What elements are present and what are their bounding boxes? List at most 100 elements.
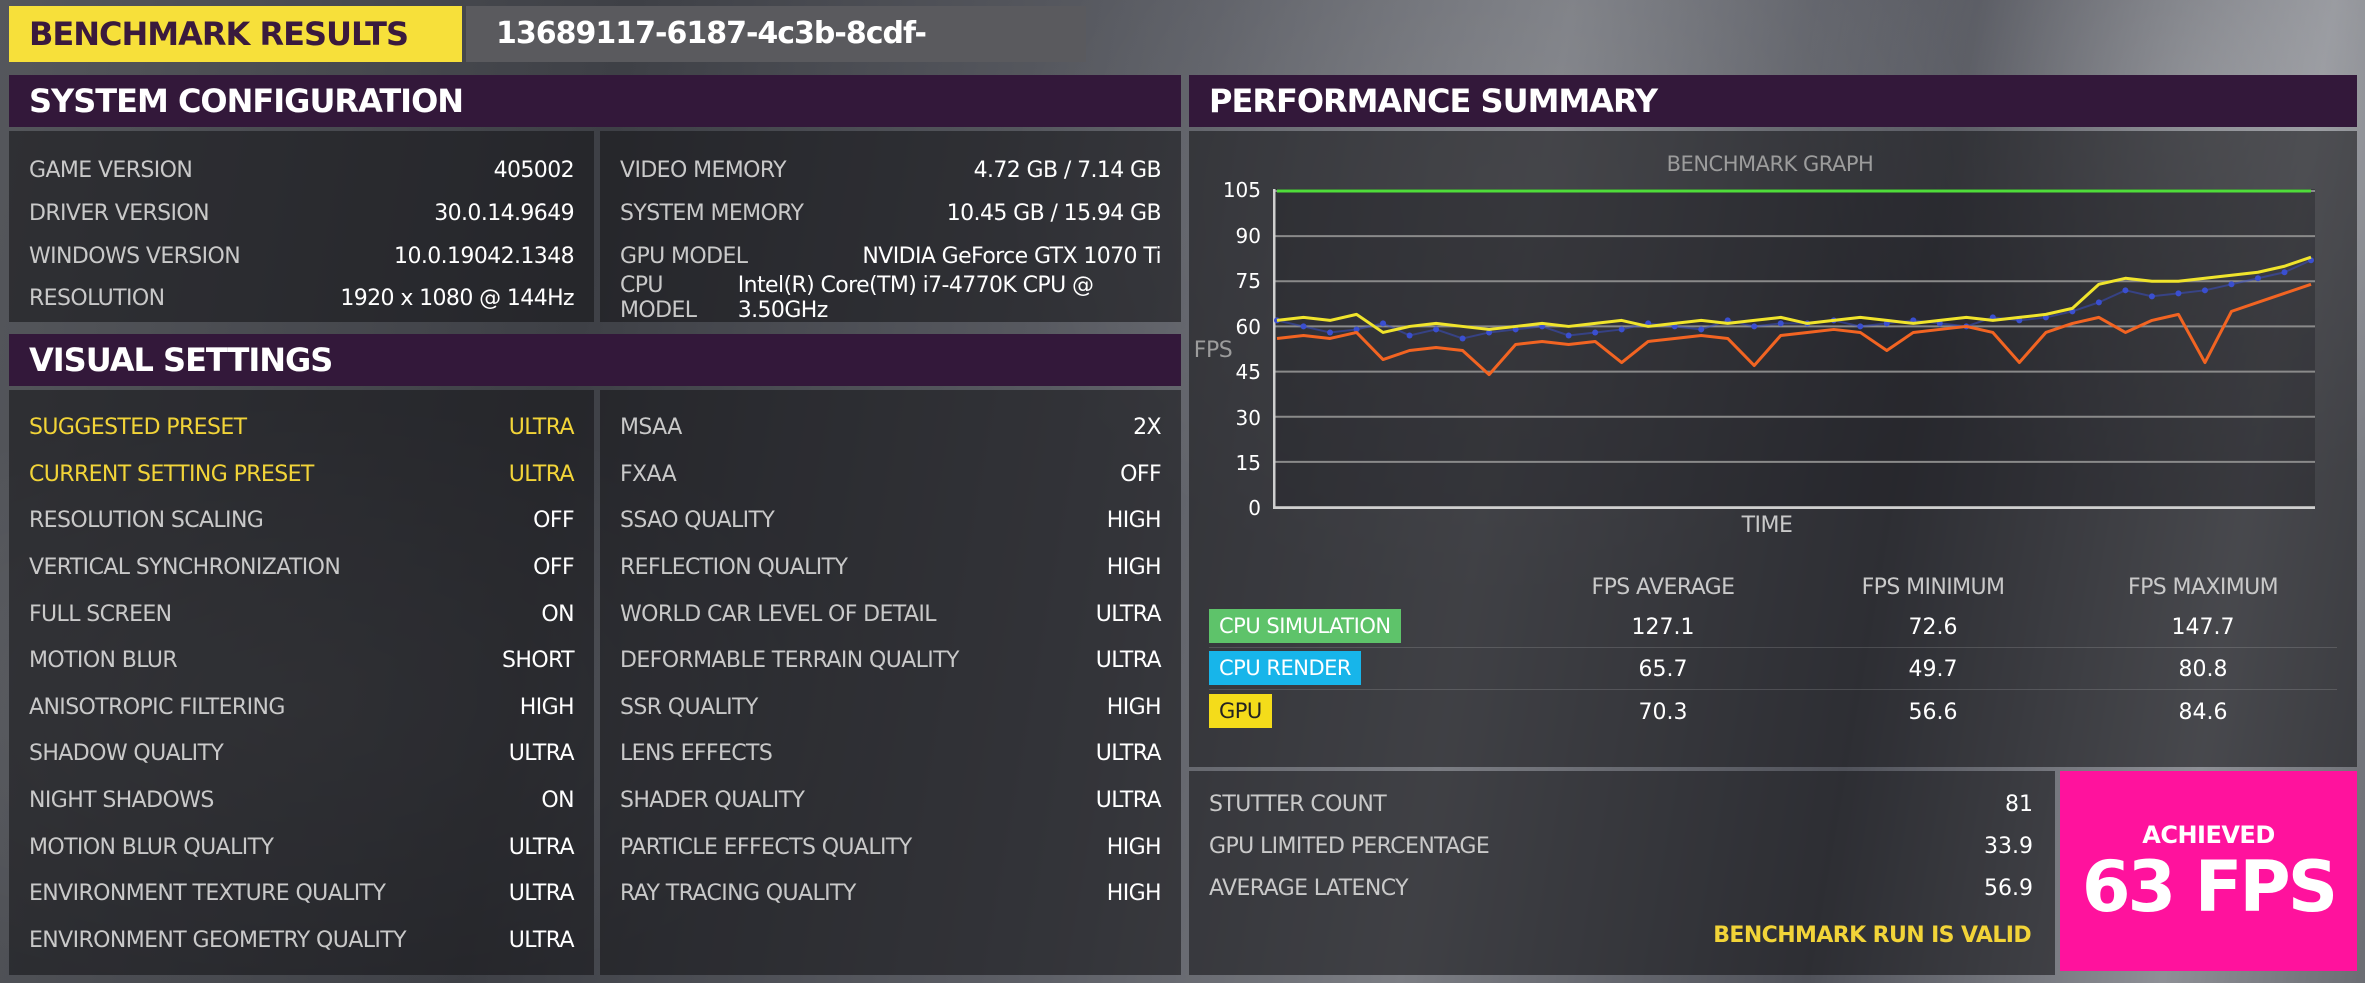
gpu-min: 56.6 — [1908, 700, 1958, 725]
cpu-render-series-line — [1276, 259, 2312, 340]
setting-row: SSAO QUALITY HIGH — [600, 500, 1181, 540]
setting-label: RAY TRACING QUALITY — [620, 880, 856, 906]
setting-value: ON — [541, 787, 574, 813]
visual-right-panel: MSAA 2X FXAA OFF SSAO QUALITY HIGH REFLECTI… — [600, 390, 1181, 975]
setting-label: PARTICLE EFFECTS QUALITY — [620, 834, 912, 860]
setting-row: FULL SCREEN ON — [9, 594, 594, 634]
setting-row: DEFORMABLE TERRAIN QUALITY ULTRA — [600, 640, 1181, 680]
visual-left-panel: SUGGESTED PRESET ULTRA CURRENT SETTING PR… — [9, 390, 594, 975]
chart-title: BENCHMARK GRAPH — [1666, 152, 1874, 176]
setting-row: MOTION BLUR QUALITY ULTRA — [9, 827, 594, 867]
gpu-limited-value: 33.9 — [1984, 834, 2033, 859]
setting-label: FXAA — [620, 461, 677, 487]
setting-label: MOTION BLUR — [29, 647, 178, 673]
average-latency-label: AVERAGE LATENCY — [1209, 876, 1409, 901]
achieved-value: 63 FPS — [2081, 846, 2338, 928]
config-label: GAME VERSION — [29, 157, 193, 183]
setting-row: RESOLUTION SCALING OFF — [9, 500, 594, 540]
y-tick-label: 15 — [1235, 451, 1261, 475]
config-value: 1920 x 1080 @ 144Hz — [340, 285, 574, 311]
setting-label: FULL SCREEN — [29, 601, 172, 627]
setting-value: HIGH — [519, 694, 575, 720]
setting-value: HIGH — [1106, 554, 1162, 580]
cpu-render-badge: CPU RENDER — [1209, 651, 1361, 685]
cpu-simulation-badge: CPU SIMULATION — [1209, 609, 1401, 643]
setting-value: ULTRA — [508, 834, 575, 860]
config-label: WINDOWS VERSION — [29, 243, 241, 269]
setting-value: OFF — [533, 554, 574, 580]
config-value: NVIDIA GeForce GTX 1070 Ti — [862, 243, 1161, 269]
config-value: 10.45 GB / 15.94 GB — [946, 200, 1162, 226]
config-row: SYSTEM MEMORY 10.45 GB / 15.94 GB — [600, 193, 1181, 233]
gpu-max: 84.6 — [2178, 700, 2228, 725]
setting-label: ANISOTROPIC FILTERING — [29, 694, 285, 720]
setting-value: ULTRA — [1095, 787, 1162, 813]
benchmark-graph — [1273, 189, 2315, 509]
cpu-render-min: 49.7 — [1908, 657, 1958, 682]
y-tick-label: 105 — [1222, 178, 1261, 202]
setting-row: LENS EFFECTS ULTRA — [600, 733, 1181, 773]
chart-y-axis-label: FPS — [1193, 338, 1233, 363]
config-value: 10.0.19042.1348 — [394, 243, 575, 269]
setting-label: NIGHT SHADOWS — [29, 787, 214, 813]
config-row: RESOLUTION 1920 x 1080 @ 144Hz — [9, 278, 594, 318]
stutter-count-value: 81 — [2005, 792, 2033, 817]
cpu-simulation-min: 72.6 — [1908, 615, 1958, 640]
setting-label: CURRENT SETTING PRESET — [29, 461, 314, 487]
setting-value: OFF — [533, 507, 574, 533]
stutter-count-label: STUTTER COUNT — [1209, 792, 1387, 817]
setting-row: WORLD CAR LEVEL OF DETAIL ULTRA — [600, 594, 1181, 634]
system-right-panel: VIDEO MEMORY 4.72 GB / 7.14 GB SYSTEM MEM… — [600, 131, 1181, 323]
setting-label: WORLD CAR LEVEL OF DETAIL — [620, 601, 937, 627]
y-tick-label: 45 — [1235, 360, 1261, 384]
y-tick-label: 30 — [1235, 406, 1261, 430]
setting-row: PARTICLE EFFECTS QUALITY HIGH — [600, 827, 1181, 867]
setting-value: ULTRA — [508, 740, 575, 766]
setting-row: FXAA OFF — [600, 454, 1181, 494]
setting-row: MSAA 2X — [600, 407, 1181, 447]
setting-row: SHADER QUALITY ULTRA — [600, 780, 1181, 820]
config-value: 4.72 GB / 7.14 GB — [973, 157, 1162, 183]
cpu-render-avg: 65.7 — [1638, 657, 1688, 682]
config-label: CPU MODEL — [620, 273, 697, 323]
setting-value: ULTRA — [1095, 647, 1162, 673]
gpu-limited-label: GPU LIMITED PERCENTAGE — [1209, 834, 1490, 859]
setting-label: REFLECTION QUALITY — [620, 554, 848, 580]
setting-label: ENVIRONMENT TEXTURE QUALITY — [29, 880, 386, 906]
y-tick-label: 75 — [1235, 269, 1261, 293]
config-row: GPU MODEL NVIDIA GeForce GTX 1070 Ti — [600, 236, 1181, 276]
setting-label: SUGGESTED PRESET — [29, 414, 247, 440]
visual-settings-header: VISUAL SETTINGS — [9, 334, 1181, 386]
config-label: GPU MODEL — [620, 243, 748, 269]
setting-row: REFLECTION QUALITY HIGH — [600, 547, 1181, 587]
performance-summary-header: PERFORMANCE SUMMARY — [1189, 75, 2357, 127]
setting-row: CURRENT SETTING PRESET ULTRA — [9, 454, 594, 494]
setting-row: SHADOW QUALITY ULTRA — [9, 733, 594, 773]
table-header-fps-maximum: FPS MAXIMUM — [2128, 575, 2279, 600]
chart-x-axis-label: TIME — [1741, 513, 1793, 538]
setting-row: VERTICAL SYNCHRONIZATION OFF — [9, 547, 594, 587]
table-header-fps-minimum: FPS MINIMUM — [1861, 575, 2005, 600]
gpu-series-line — [1276, 255, 2312, 334]
gpu-average-series-line — [1276, 282, 2312, 377]
setting-value: ULTRA — [508, 461, 575, 487]
setting-row: RAY TRACING QUALITY HIGH — [600, 873, 1181, 913]
setting-row: ANISOTROPIC FILTERING HIGH — [9, 687, 594, 727]
config-value: 405002 — [493, 157, 575, 183]
setting-value: ON — [541, 601, 574, 627]
benchmark-results-tag: BENCHMARK RESULTS — [9, 6, 462, 62]
setting-label: SHADER QUALITY — [620, 787, 805, 813]
setting-row: MOTION BLUR SHORT — [9, 640, 594, 680]
setting-label: MOTION BLUR QUALITY — [29, 834, 274, 860]
config-label: RESOLUTION — [29, 285, 165, 311]
cpu-render-max: 80.8 — [2178, 657, 2228, 682]
setting-row: NIGHT SHADOWS ON — [9, 780, 594, 820]
config-label: SYSTEM MEMORY — [620, 200, 804, 226]
config-row: VIDEO MEMORY 4.72 GB / 7.14 GB — [600, 150, 1181, 190]
setting-label: DEFORMABLE TERRAIN QUALITY — [620, 647, 959, 673]
setting-value: HIGH — [1106, 507, 1162, 533]
config-row: GAME VERSION 405002 — [9, 150, 594, 190]
setting-value: HIGH — [1106, 694, 1162, 720]
y-tick-label: 90 — [1235, 224, 1261, 248]
y-tick-label: 0 — [1248, 496, 1261, 520]
